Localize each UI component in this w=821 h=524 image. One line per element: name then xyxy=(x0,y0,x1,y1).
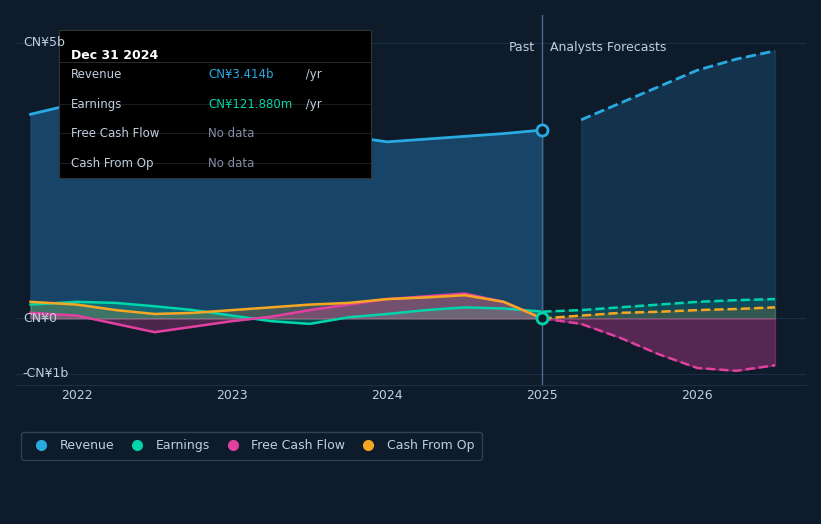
Text: CN¥0: CN¥0 xyxy=(23,312,57,325)
Legend: Revenue, Earnings, Free Cash Flow, Cash From Op: Revenue, Earnings, Free Cash Flow, Cash … xyxy=(21,432,482,460)
Text: Past: Past xyxy=(508,41,534,54)
Text: Analysts Forecasts: Analysts Forecasts xyxy=(550,41,667,54)
Text: CN¥5b: CN¥5b xyxy=(23,36,65,49)
Text: -CN¥1b: -CN¥1b xyxy=(23,367,69,380)
